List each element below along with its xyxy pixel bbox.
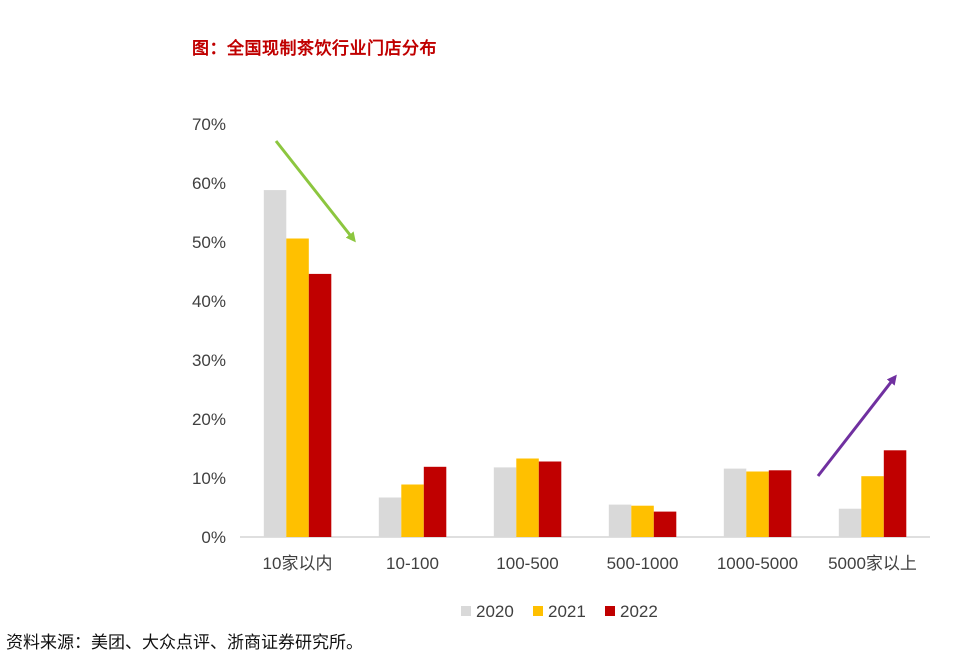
bar-2020-1 xyxy=(378,497,402,537)
bar-2021-5 xyxy=(861,476,884,537)
y-tick-label: 10% xyxy=(192,469,226,488)
legend-swatch-2022 xyxy=(605,606,615,616)
y-tick-label: 70% xyxy=(192,115,226,134)
bar-2022-1 xyxy=(423,466,447,537)
bar-2022-0 xyxy=(308,273,332,537)
bar-2021-0 xyxy=(286,238,309,537)
bar-2022-2 xyxy=(538,461,562,537)
x-tick-label: 10家以内 xyxy=(263,554,333,573)
y-tick-label: 60% xyxy=(192,174,226,193)
legend-label-2021: 2021 xyxy=(548,602,586,621)
bar-2022-3 xyxy=(653,511,677,537)
bars xyxy=(263,190,907,537)
x-tick-label: 500-1000 xyxy=(607,554,679,573)
x-tick-label: 100-500 xyxy=(496,554,558,573)
bar-2020-4 xyxy=(723,468,747,537)
bar-2020-3 xyxy=(608,504,632,537)
arrow-up-icon xyxy=(816,374,897,477)
bar-2020-5 xyxy=(838,508,862,537)
x-tick-label: 1000-5000 xyxy=(717,554,798,573)
legend: 2020 2021 2022 xyxy=(461,602,658,621)
y-tick-label: 0% xyxy=(201,528,226,547)
x-axis: 10家以内 10-100 100-500 500-1000 1000-5000 5000家… xyxy=(263,554,917,573)
arrow-down-icon xyxy=(274,140,356,243)
legend-label-2020: 2020 xyxy=(476,602,514,621)
legend-label-2022: 2022 xyxy=(620,602,658,621)
legend-swatch-2020 xyxy=(461,606,471,616)
legend-swatch-2021 xyxy=(533,606,543,616)
chart-title: 图：全国现制茶饮行业门店分布 xyxy=(192,39,437,59)
bar-2022-4 xyxy=(768,470,792,537)
bar-2020-0 xyxy=(263,190,287,537)
source-note: 资料来源：美团、大众点评、浙商证券研究所。 xyxy=(6,633,363,653)
bar-2021-1 xyxy=(401,484,424,537)
bar-2020-2 xyxy=(493,467,517,537)
bar-2021-4 xyxy=(746,471,769,537)
x-tick-label: 10-100 xyxy=(386,554,439,573)
y-tick-label: 20% xyxy=(192,410,226,429)
bar-2021-3 xyxy=(631,505,654,537)
y-axis: 0% 10% 20% 30% 40% 50% 60% 70% xyxy=(192,115,226,547)
x-tick-label: 5000家以上 xyxy=(828,554,917,573)
y-tick-label: 40% xyxy=(192,292,226,311)
bar-2021-2 xyxy=(516,458,539,537)
y-tick-label: 30% xyxy=(192,351,226,370)
bar-2022-5 xyxy=(883,450,907,537)
y-tick-label: 50% xyxy=(192,233,226,252)
